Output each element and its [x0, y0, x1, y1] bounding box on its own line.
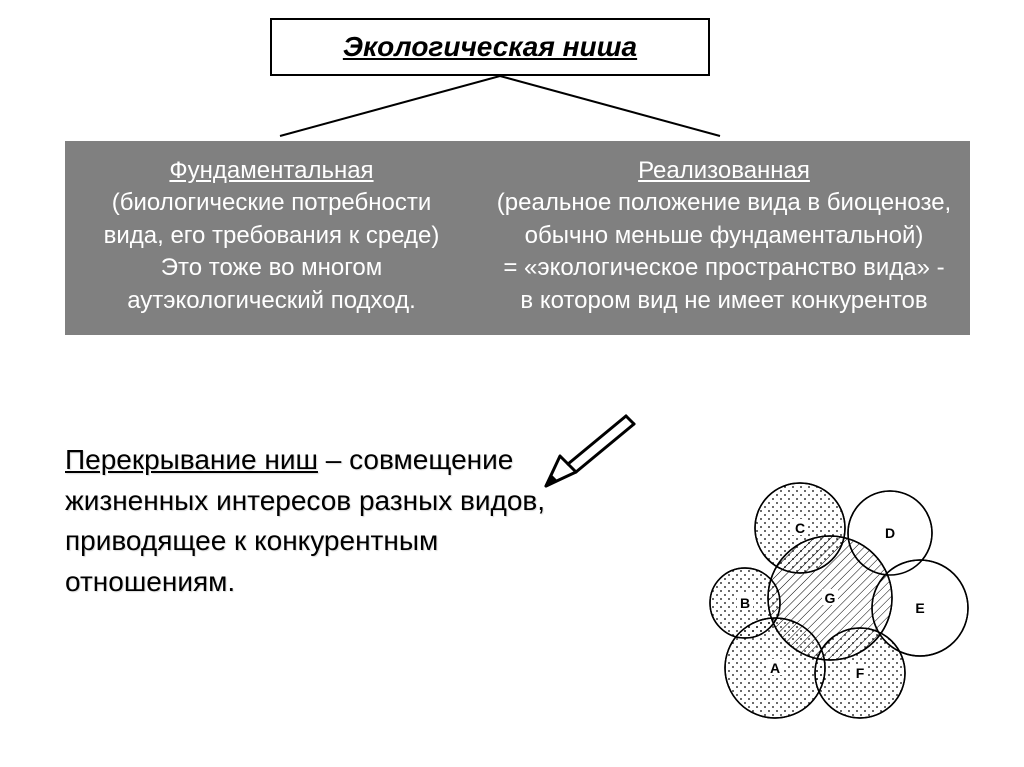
overlap-heading: Перекрывание ниш [65, 444, 318, 475]
svg-text:D: D [885, 525, 895, 541]
svg-text:A: A [770, 660, 780, 676]
col-left-body1: (биологические потребности вида, его тре… [104, 189, 440, 248]
title-box: Экологическая ниша [270, 18, 710, 76]
overlap-definition: Перекрывание ниш – совмещение жизненных … [65, 440, 605, 602]
col-left-heading: Фундаментальная [169, 157, 373, 184]
svg-text:B: B [740, 595, 750, 611]
svg-text:E: E [915, 600, 924, 616]
overlap-dash: – [318, 444, 349, 475]
branch-connector [200, 76, 800, 141]
col-left-dot: . [409, 287, 416, 314]
svg-text:F: F [856, 665, 865, 681]
col-right-heading: Реализованная [638, 157, 810, 184]
column-realized: Реализованная (реальное положение вида в… [478, 141, 970, 335]
niche-overlap-diagram: A B C D E F G [675, 473, 985, 723]
svg-text:G: G [825, 590, 836, 606]
column-fundamental: Фундаментальная (биологические потребнос… [65, 141, 478, 335]
col-right-body2: = «экологическое пространство вида» - в … [503, 254, 944, 313]
col-right-body1: (реальное положение вида в биоценозе, об… [497, 189, 951, 248]
col-left-body2: Это тоже во многом аутэкологический подх… [127, 254, 409, 313]
title-text: Экологическая ниша [343, 31, 637, 63]
columns-container: Фундаментальная (биологические потребнос… [65, 141, 970, 335]
svg-text:C: C [795, 520, 805, 536]
